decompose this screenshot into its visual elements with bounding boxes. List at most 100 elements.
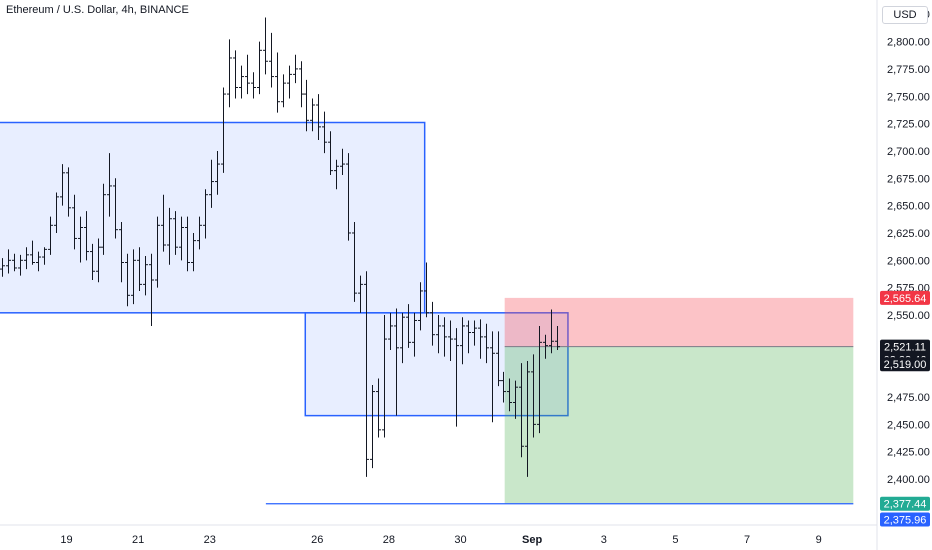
ohlc-bar — [543, 334, 548, 359]
ohlc-bar — [245, 54, 250, 95]
ohlc-bar — [6, 249, 11, 274]
y-tick-label: 2,400.00 — [887, 474, 930, 486]
take-profit-zone — [504, 346, 854, 504]
ohlc-bar — [472, 320, 477, 346]
ohlc-bar — [24, 247, 29, 270]
ohlc-bar — [352, 222, 357, 302]
ohlc-bar — [269, 32, 274, 88]
badge-bg — [880, 357, 930, 372]
ohlc-bar — [281, 74, 286, 108]
ohlc-bar — [484, 323, 489, 364]
ohlc-bar — [519, 363, 524, 458]
ohlc-bar — [90, 243, 95, 280]
ohlc-bar — [72, 194, 77, 250]
badge-price: 2,377.44 — [884, 499, 927, 511]
ohlc-bar — [364, 271, 369, 477]
ohlc-bar — [555, 325, 560, 350]
ohlc-bar — [507, 378, 512, 412]
ohlc-bar — [370, 385, 375, 469]
ohlc-bar — [54, 192, 59, 233]
ohlc-bar — [197, 216, 202, 250]
ohlc-bar — [143, 255, 148, 296]
ohlc-bar — [346, 153, 351, 241]
ohlc-bar — [490, 331, 495, 423]
ohlc-bar — [185, 216, 190, 272]
ohlc-bar — [263, 17, 268, 75]
x-tick-label: 21 — [132, 534, 144, 546]
stop-price-badge: 2,565.64 — [880, 290, 930, 305]
ohlc-bar — [239, 65, 244, 99]
y-tick-label: 2,625.00 — [887, 228, 930, 240]
ohlc-bar — [36, 251, 41, 272]
currency-button[interactable]: USD — [882, 6, 928, 24]
x-tick-label: 30 — [454, 534, 466, 546]
ohlc-bar — [233, 50, 238, 99]
chart-title: Ethereum / U.S. Dollar, 4h, BINANCE — [6, 4, 189, 16]
ohlc-bar — [221, 87, 226, 173]
lower-zone — [304, 312, 569, 417]
zones-layer — [0, 121, 569, 417]
ohlc-bar — [496, 331, 501, 387]
line-price-badge: 2,375.96 — [880, 512, 930, 527]
ohlc-bar — [334, 159, 339, 190]
ohlc-bar — [442, 317, 447, 357]
ohlc-bar — [0, 258, 5, 277]
x-tick-label: 19 — [60, 534, 72, 546]
entry-price-badge: 2,519.00 — [880, 357, 930, 372]
ohlc-bar — [454, 328, 459, 427]
ohlc-bar — [340, 148, 345, 175]
y-tick-label: 2,425.00 — [887, 447, 930, 459]
ohlc-bar — [513, 380, 518, 419]
y-tick-label: 2,600.00 — [887, 255, 930, 267]
ohlc-bar — [173, 211, 178, 255]
ohlc-bar — [525, 360, 530, 477]
ohlc-bar — [376, 378, 381, 438]
ohlc-bar — [125, 253, 130, 307]
time-axis: 19 21 23 26 28 30 Sep 3 5 7 9 — [60, 534, 821, 546]
ohlc-bar — [119, 222, 124, 283]
y-tick-label: 2,650.00 — [887, 201, 930, 213]
ohlc-bar — [131, 249, 136, 305]
x-tick-label: 3 — [601, 534, 607, 546]
ohlc-bar — [167, 207, 172, 265]
ohlc-bar — [227, 39, 232, 108]
ohlc-bar — [406, 304, 411, 348]
ohlc-bar — [137, 247, 142, 291]
ohlc-bar — [466, 320, 471, 354]
x-tick-label: 5 — [672, 534, 678, 546]
y-tick-label: 2,675.00 — [887, 173, 930, 185]
ohlc-bar — [293, 54, 298, 84]
target-price-badge: 2,377.44 — [880, 496, 930, 511]
ohlc-bar — [316, 94, 321, 140]
ohlc-bar — [215, 150, 220, 195]
position-layer — [504, 297, 854, 504]
ohlc-bar — [382, 315, 387, 438]
x-tick-label: 23 — [204, 534, 216, 546]
x-tick-label: 9 — [816, 534, 822, 546]
ohlc-bar — [322, 111, 327, 154]
ohlc-bar — [257, 41, 262, 95]
ohlc-bar — [412, 312, 417, 357]
ohlc-bar — [203, 189, 208, 239]
badge-bg — [880, 512, 930, 527]
y-tick-label: 2,725.00 — [887, 119, 930, 131]
ohlc-bar — [161, 194, 166, 252]
price-badges: 2,565.642,521.1103:22:462,519.002,377.44… — [880, 290, 930, 527]
badge-price: 2,519.00 — [884, 359, 927, 371]
ohlc-bar — [275, 52, 280, 113]
ohlc-bar — [96, 238, 101, 283]
ohlc-bar — [48, 216, 53, 255]
ohlc-bar — [478, 319, 483, 359]
ohlc-bar — [12, 253, 17, 272]
ohlc-bar — [60, 164, 65, 206]
ohlc-bar — [84, 211, 89, 261]
x-tick-label: 28 — [383, 534, 395, 546]
ohlc-bar — [179, 216, 184, 261]
y-tick-label: 2,450.00 — [887, 419, 930, 431]
stop-loss-zone — [504, 297, 854, 347]
ohlc-bar — [304, 79, 309, 132]
x-tick-label: Sep — [522, 534, 542, 546]
badge-bg — [880, 496, 930, 511]
ohlc-bar — [107, 153, 112, 217]
